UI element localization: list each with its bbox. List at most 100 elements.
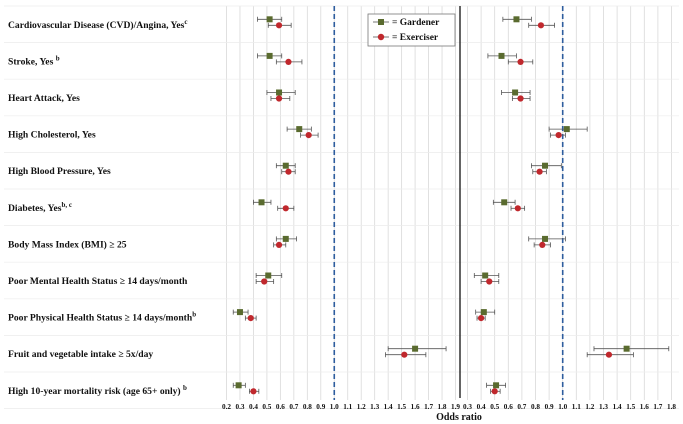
right-exerciser-point — [605, 351, 613, 358]
legend-gardener-label: = Gardener — [392, 18, 440, 28]
right-x-tick-label: 1.3 — [599, 403, 608, 411]
left-gardener-point — [266, 16, 273, 23]
row-label-superscript: b, c — [61, 201, 72, 209]
left-x-tick-label: 0.8 — [303, 403, 312, 411]
right-gardener-point — [480, 309, 487, 316]
row-label-text: High 10-year mortality risk (age 65+ onl… — [8, 386, 183, 397]
left-gardener-point — [236, 309, 243, 316]
row-label: High Blood Pressure, Yes — [8, 166, 111, 177]
left-x-tick-label: 1.8 — [438, 403, 447, 411]
row-label: Fruit and vegetable intake ≥ 5x/day — [8, 349, 153, 360]
left-exerciser-point — [285, 58, 292, 65]
right-x-tick-label: 1.4 — [613, 403, 622, 411]
left-gardener-point — [296, 126, 303, 133]
left-exerciser-point — [247, 315, 254, 322]
left-gardener-point — [282, 235, 289, 242]
left-gardener-point — [282, 162, 289, 169]
left-gardener-point — [412, 345, 419, 352]
right-gardener-point — [493, 382, 500, 389]
left-x-tick-label: 0.7 — [289, 403, 298, 411]
left-x-tick-label: 1.7 — [424, 403, 433, 411]
row-label-text: Stroke, Yes — [8, 56, 56, 67]
right-x-tick-label: 0.4 — [477, 403, 486, 411]
right-x-tick-label: 1.6 — [640, 403, 649, 411]
left-x-tick-label: 1.5 — [397, 403, 406, 411]
right-x-tick-label: 0.9 — [545, 403, 554, 411]
row-labels: Cardiovascular Disease (CVD)/Angina, Yes… — [8, 18, 196, 397]
right-gardener-point — [563, 126, 570, 133]
row-label-superscript: b — [183, 384, 187, 392]
right-exerciser-point — [536, 168, 543, 175]
row-separators — [4, 5, 679, 409]
left-gardener-point — [258, 199, 265, 206]
row-label-text: Poor Physical Health Status ≥ 14 days/mo… — [8, 313, 193, 324]
left-exerciser-point — [275, 22, 283, 29]
row-label: Body Mass Index (BMI) ≥ 25 — [8, 239, 127, 250]
row-label-superscript: b — [56, 54, 60, 62]
left-x-tick-label: 0.2 — [222, 403, 231, 411]
right-exerciser-point — [537, 22, 545, 29]
left-exerciser-point — [401, 351, 408, 358]
right-gardener-point — [498, 52, 505, 59]
left-x-tick-label: 1.1 — [343, 403, 352, 411]
legend-gardener-marker — [378, 19, 384, 25]
right-x-tick-label: 1.5 — [626, 403, 635, 411]
row-label-superscript: b — [192, 311, 196, 319]
right-exerciser-point — [486, 278, 493, 285]
left-gardener-point — [235, 382, 242, 389]
left-x-tick-label: 0.3 — [235, 403, 244, 411]
row-label: High 10-year mortality risk (age 65+ onl… — [8, 384, 187, 397]
left-x-tick-label: 0.5 — [262, 403, 271, 411]
right-gardener-point — [513, 16, 520, 23]
row-label-text: Body Mass Index (BMI) ≥ 25 — [8, 239, 127, 250]
right-gardener-point — [512, 89, 519, 96]
left-exerciser-point — [261, 278, 268, 285]
row-label-text: Diabetes, Yes — [8, 203, 62, 214]
left-gardener-point — [265, 272, 272, 279]
right-x-tick-label: 0.7 — [517, 403, 526, 411]
legend-exerciser-label: = Exerciser — [392, 33, 439, 43]
left-x-tick-label: 0.6 — [276, 403, 285, 411]
data-marks — [232, 16, 670, 395]
right-x-tick-label: 0.8 — [531, 403, 540, 411]
x-axis-title: Odds ratio — [436, 412, 482, 423]
row-label-text: High Blood Pressure, Yes — [8, 166, 111, 177]
row-label: Cardiovascular Disease (CVD)/Angina, Yes… — [8, 18, 188, 31]
x-tick-labels: 0.2 0.3 0.4 0.5 0.6 0.7 0.8 0.9 1.0 1.1 1.2 1.3 1.4 1… — [222, 403, 676, 411]
right-exerciser-point — [491, 388, 498, 395]
left-x-tick-label: 1.0 — [330, 403, 339, 411]
right-x-tick-label: 0.3 — [463, 403, 472, 411]
right-gardener-point — [482, 272, 489, 279]
row-label: Diabetes, Yesb, c — [8, 201, 72, 214]
right-x-tick-label: 1.1 — [572, 403, 581, 411]
reference-lines — [333, 6, 564, 400]
row-label: Heart Attack, Yes — [8, 93, 80, 104]
right-gardener-point — [623, 345, 630, 352]
left-x-tick-label: 1.6 — [411, 403, 420, 411]
row-label-text: Cardiovascular Disease (CVD)/Angina, Yes — [8, 20, 185, 31]
right-x-tick-label: 0.6 — [504, 403, 513, 411]
left-exerciser-point — [250, 388, 257, 395]
right-x-tick-label: 1.8 — [667, 403, 676, 411]
left-exerciser-point — [275, 241, 283, 248]
row-label-superscript: c — [184, 18, 187, 26]
left-x-tick-label: 1.9 — [451, 403, 460, 411]
row-label-text: High Cholesterol, Yes — [8, 130, 96, 141]
right-exerciser-point — [478, 315, 485, 322]
left-exerciser-point — [285, 168, 292, 175]
row-label: High Cholesterol, Yes — [8, 130, 96, 141]
row-label: Poor Mental Health Status ≥ 14 days/mont… — [8, 276, 188, 287]
left-exerciser-point — [275, 95, 283, 102]
left-x-tick-label: 1.3 — [370, 403, 379, 411]
right-gardener-point — [501, 199, 508, 206]
right-exerciser-point — [517, 95, 524, 102]
left-exerciser-point — [305, 132, 312, 139]
right-exerciser-point — [555, 132, 562, 139]
left-x-tick-label: 1.2 — [357, 403, 366, 411]
row-label-text: Fruit and vegetable intake ≥ 5x/day — [8, 349, 153, 360]
row-label-text: Heart Attack, Yes — [8, 93, 80, 104]
legend-exerciser-marker — [377, 33, 385, 41]
row-label: Poor Physical Health Status ≥ 14 days/mo… — [8, 311, 196, 324]
right-x-tick-label: 1.0 — [558, 403, 567, 411]
